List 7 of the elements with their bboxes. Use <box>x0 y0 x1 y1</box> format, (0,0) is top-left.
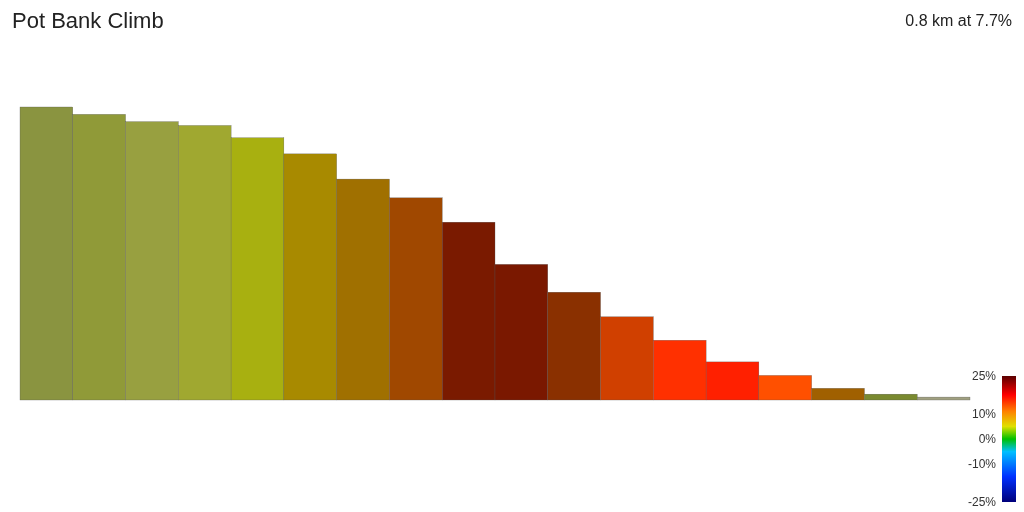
chart-title: Pot Bank Climb <box>12 8 164 33</box>
color-bar-label: 10% <box>971 407 997 421</box>
color-bar-label: -10% <box>967 457 997 472</box>
text: 0.8 km at 7.7% <box>905 12 1012 29</box>
color-bar-label: 0% <box>978 432 997 447</box>
color-bar-label: 25% <box>971 369 997 384</box>
color-bar-label: -25% <box>967 495 997 510</box>
